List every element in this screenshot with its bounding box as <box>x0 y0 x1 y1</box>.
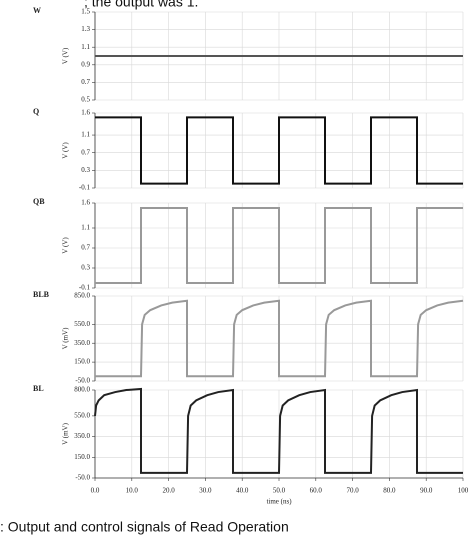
waveform <box>94 387 463 474</box>
y-tick-label: 550.0 <box>74 411 90 419</box>
panel-title: Q <box>33 107 39 116</box>
panel-title: BL <box>33 384 44 393</box>
waveform <box>95 207 463 284</box>
y-tick-label: 0.5 <box>81 96 90 104</box>
y-tick-label: 0.7 <box>81 148 90 156</box>
x-tick-label: 70.0 <box>346 487 359 495</box>
y-tick-label: 850.0 <box>74 292 90 300</box>
y-tick-label: -0.1 <box>79 184 91 192</box>
y-tick-label: 0.7 <box>81 78 90 86</box>
y-tick-label: 150.0 <box>74 453 90 461</box>
y-tick-label: 1.3 <box>81 25 90 33</box>
waveform <box>95 299 464 378</box>
x-tick-label: 90.0 <box>420 487 433 495</box>
y-tick-label: 0.3 <box>81 166 90 174</box>
y-tick-label: -50.0 <box>75 377 90 385</box>
y-axis-label: V (V) <box>62 237 70 254</box>
y-tick-label: 350.0 <box>74 339 90 347</box>
x-tick-label: 100 <box>458 487 469 495</box>
y-axis-label: V (mV) <box>62 327 70 350</box>
x-tick-label: 60.0 <box>310 487 323 495</box>
waveform <box>95 116 463 185</box>
x-tick-label: 10.0 <box>126 487 139 495</box>
y-tick-label: 1.1 <box>81 43 90 51</box>
y-tick-label: 1.6 <box>81 109 90 117</box>
y-axis-label: V (V) <box>62 47 70 64</box>
x-tick-label: 50.0 <box>273 487 286 495</box>
y-tick-label: -50.0 <box>75 474 90 482</box>
panel-title: W <box>33 6 41 15</box>
header-text: ; the output was 1. <box>84 0 198 10</box>
y-tick-label: 550.0 <box>74 320 90 328</box>
y-tick-label: 1.5 <box>81 8 90 16</box>
x-tick-label: 40.0 <box>236 487 249 495</box>
x-tick-label: 30.0 <box>199 487 212 495</box>
y-tick-label: 800.0 <box>74 386 90 394</box>
y-axis-label: V (V) <box>62 142 70 159</box>
y-tick-label: 0.7 <box>81 244 90 252</box>
y-tick-label: 0.9 <box>81 60 90 68</box>
y-tick-label: 0.3 <box>81 264 90 272</box>
y-tick-label: 150.0 <box>74 358 90 366</box>
y-tick-label: 1.6 <box>81 199 90 207</box>
panel-title: BLB <box>33 290 50 299</box>
y-tick-label: -0.1 <box>79 284 91 292</box>
x-tick-label: 0.0 <box>91 487 100 495</box>
y-tick-label: 1.1 <box>81 224 90 232</box>
y-axis-label: V (mV) <box>62 422 70 445</box>
x-tick-label: 80.0 <box>383 487 396 495</box>
y-tick-label: 350.0 <box>74 432 90 440</box>
panel-title: QB <box>33 197 45 206</box>
y-tick-label: 1.1 <box>81 131 90 139</box>
caption: : Output and control signals of Read Ope… <box>0 519 289 535</box>
x-tick-label: 20.0 <box>162 487 175 495</box>
x-axis-label: time (ns) <box>266 498 292 506</box>
